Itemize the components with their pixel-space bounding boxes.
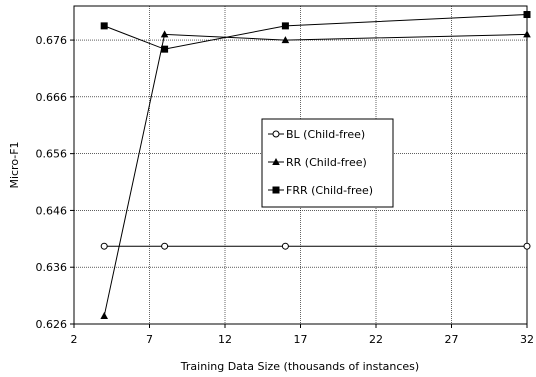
series-line [104, 14, 528, 50]
data-point [281, 36, 290, 44]
legend-marker [272, 186, 280, 194]
data-point [100, 22, 108, 30]
data-point [161, 242, 169, 250]
legend-label: FRR (Child-free) [286, 184, 373, 197]
y-tick-label: 0.626 [36, 318, 68, 331]
x-tick-label: 22 [369, 333, 383, 346]
y-axis-ticks: 0.626 0.636 0.646 0.656 0.666 0.676 [36, 34, 74, 331]
x-tick-label: 2 [71, 333, 78, 346]
x-tick-label: 7 [146, 333, 153, 346]
data-point [100, 242, 108, 250]
y-tick-label: 0.656 [36, 148, 68, 161]
x-axis-ticks: 2 7 12 17 22 27 32 [71, 324, 534, 346]
y-tick-label: 0.646 [36, 204, 68, 217]
data-point [281, 242, 289, 250]
legend-marker [272, 158, 280, 165]
legend: BL (Child-free) RR (Child-free) FRR (Child… [261, 118, 394, 208]
legend-label: RR (Child-free) [286, 156, 367, 169]
x-tick-label: 12 [218, 333, 232, 346]
y-tick-label: 0.676 [36, 34, 68, 47]
x-tick-label: 27 [445, 333, 459, 346]
legend-marker [272, 130, 280, 138]
data-point [100, 312, 108, 320]
series-group [100, 11, 531, 320]
data-point [523, 30, 531, 38]
data-point [523, 11, 531, 19]
x-axis-title: Training Data Size (thousands of instanc… [180, 360, 419, 373]
data-point [160, 30, 169, 38]
legend-label: BL (Child-free) [286, 128, 365, 141]
y-tick-label: 0.666 [36, 91, 68, 104]
data-point [281, 22, 289, 30]
x-tick-label: 17 [294, 333, 308, 346]
series-1 [100, 242, 531, 250]
legend-entry: BL (Child-free) [268, 128, 365, 141]
legend-entry: FRR (Child-free) [268, 184, 373, 197]
y-tick-label: 0.636 [36, 261, 68, 274]
data-point [523, 242, 531, 250]
y-axis-title: Micro-F1 [8, 141, 21, 188]
data-point [161, 45, 169, 53]
x-tick-label: 32 [520, 333, 534, 346]
series-3 [100, 11, 531, 53]
legend-entry: RR (Child-free) [268, 156, 367, 169]
